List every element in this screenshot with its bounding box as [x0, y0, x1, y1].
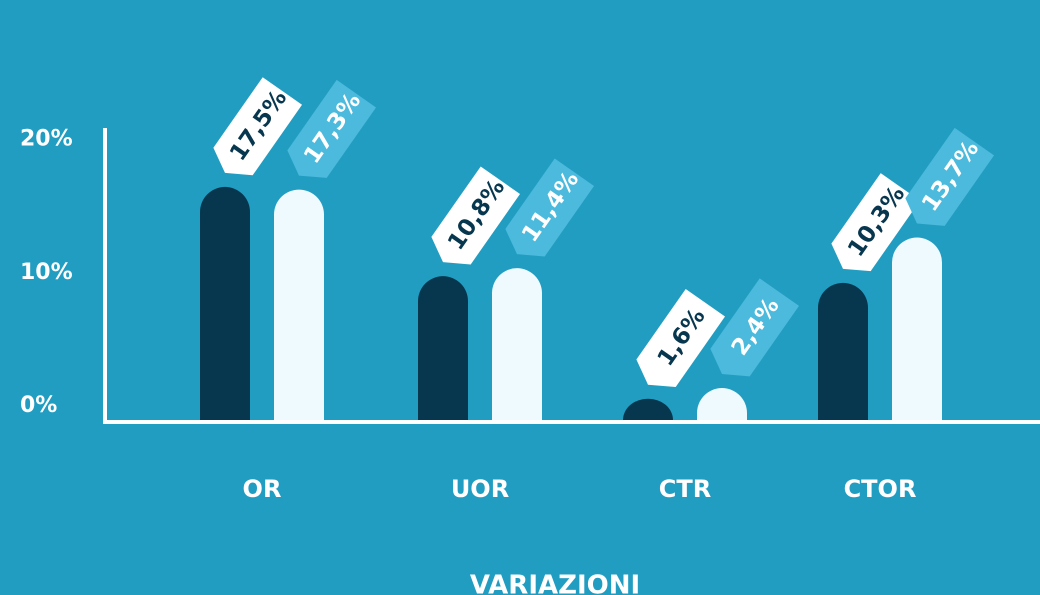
bar	[818, 282, 868, 420]
y-tick-label: 10%	[20, 260, 73, 285]
chart-title: VARIAZIONI	[470, 571, 640, 595]
tag-shape	[831, 173, 921, 272]
bar	[274, 189, 324, 420]
bar	[892, 237, 942, 420]
tag-shape	[905, 127, 995, 226]
x-tick-label: CTR	[659, 475, 711, 503]
tag-shape	[431, 166, 521, 265]
value-tag: 10,3%	[831, 173, 921, 272]
y-tick-label: 20%	[20, 127, 73, 152]
bar	[623, 398, 673, 420]
value-tag: 1,6%	[636, 289, 726, 387]
bar	[200, 186, 250, 420]
tag-shape	[710, 278, 800, 377]
x-tick-label: CTOR	[844, 475, 917, 503]
tag-shape	[636, 289, 726, 387]
x-tick-label: OR	[243, 475, 282, 503]
bar	[697, 388, 747, 420]
tag-shape	[505, 158, 595, 257]
x-tick-label: UOR	[451, 475, 509, 503]
bar	[492, 268, 542, 420]
y-tick-label: 0%	[20, 393, 57, 418]
tag-shape	[213, 77, 303, 176]
bar	[418, 276, 468, 420]
tag-shape	[287, 79, 377, 178]
